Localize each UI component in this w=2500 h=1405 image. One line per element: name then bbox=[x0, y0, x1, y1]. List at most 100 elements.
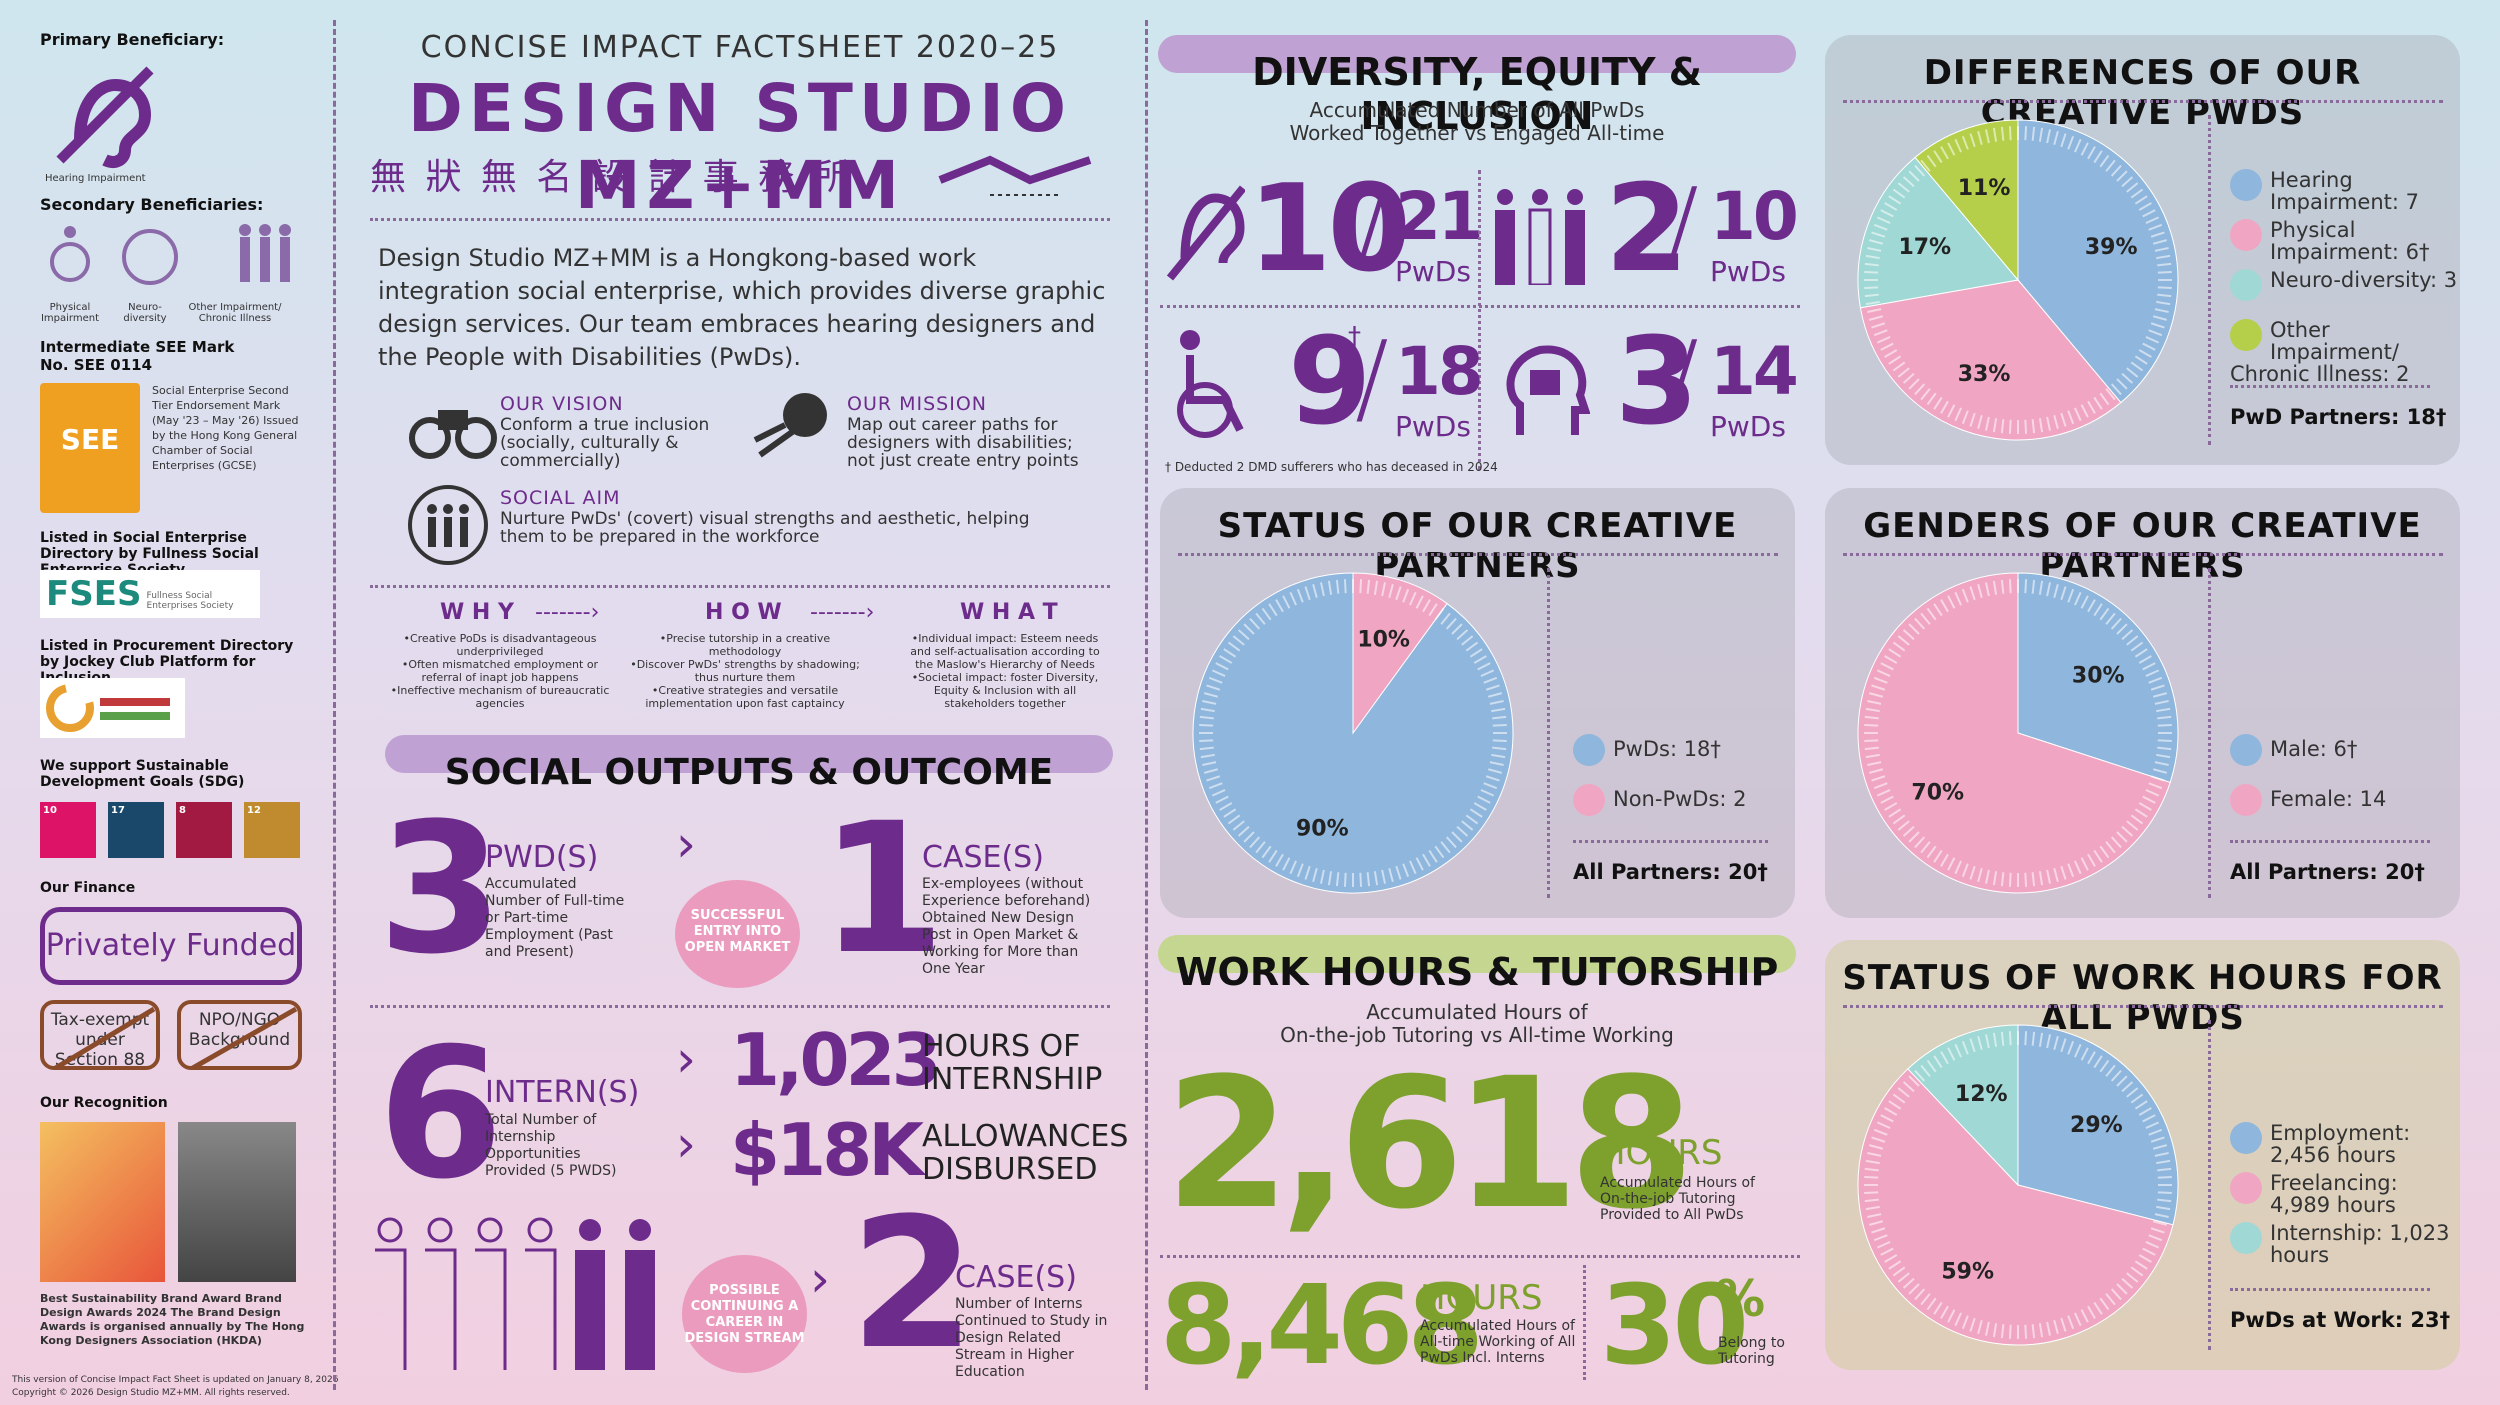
sdg-10-icon: 10 bbox=[40, 802, 96, 858]
hours-num: 1,023 bbox=[730, 1018, 942, 1102]
pie-chart-differences: 39% 33% 17% 11% bbox=[1857, 119, 2179, 441]
brain-head-icon bbox=[122, 229, 178, 285]
arrow-right-icon: › bbox=[676, 1030, 696, 1088]
pie-percent-label: 29% bbox=[2070, 1113, 2123, 1138]
pie-slice-internship bbox=[1907, 1024, 2019, 1187]
allow-num: $18K bbox=[730, 1108, 924, 1192]
bubble-continuing-career: POSSIBLE CONTINUING A CAREER IN DESIGN S… bbox=[682, 1255, 807, 1373]
work-title: WORK HOURS & TUTORSHIP bbox=[1175, 950, 1779, 994]
pie-percent-label: 17% bbox=[1898, 235, 1951, 260]
legend-label: Non-PwDs: 2 bbox=[1613, 787, 1747, 811]
pie-percent-label: 33% bbox=[1958, 362, 2011, 387]
panel-footer: PwD Partners: 18† bbox=[2230, 405, 2447, 429]
case2-desc: Number of Interns Continued to Study in … bbox=[955, 1296, 1108, 1380]
dei-slash: / bbox=[1355, 319, 1389, 436]
case1-num: 1 bbox=[820, 785, 945, 994]
panel-status-partners: STATUS OF OUR CREATIVE PARTNERS 90% 10% P… bbox=[1160, 488, 1795, 918]
work-pct-sign: % bbox=[1715, 1270, 1766, 1328]
panel-footer: PwDs at Work: 23† bbox=[2230, 1308, 2451, 1332]
panel-genders: GENDERS OF OUR CREATIVE PARTNERS 30% 70% … bbox=[1825, 488, 2460, 918]
dei-stat1-den: 21 bbox=[1395, 178, 1484, 255]
work-pct-desc: Belong to Tutoring bbox=[1718, 1335, 1785, 1367]
work-big-num: 2,618 bbox=[1165, 1040, 1694, 1249]
dei-sub2: Worked Together vs Engaged All-time bbox=[1289, 121, 1665, 145]
header-title: DESIGN STUDIO MZ+MM bbox=[408, 70, 1072, 224]
panel-work-hours: STATUS OF WORK HOURS FOR ALL PWDS 29% 59%… bbox=[1825, 940, 2460, 1370]
arrow-right-icon: › bbox=[676, 815, 696, 873]
legend-item: PwDs: 18† bbox=[1573, 734, 1721, 766]
panel-differences: DIFFERENCES OF OUR CREATIVE PWDS 39% 33% 1… bbox=[1825, 35, 2460, 465]
jockey-title: Listed in Procurement Directory by Jocke… bbox=[40, 638, 294, 686]
hearing-impairment-icon bbox=[40, 60, 160, 170]
legend-label: Freelancing: 4,989 hours bbox=[2270, 1171, 2398, 1217]
legend-item: Male: 6† bbox=[2230, 734, 2357, 766]
pwd-desc: Accumulated Number of Full-time or Part-… bbox=[485, 876, 625, 960]
hearing-impairment-icon bbox=[1165, 178, 1247, 288]
see-title: Intermediate SEE Mark No. SEE 0114 bbox=[40, 338, 235, 374]
header-subtitle: CONCISE IMPACT FACTSHEET 2020–25 bbox=[420, 30, 1060, 65]
primary-title: Primary Beneficiary: bbox=[40, 30, 225, 49]
see-logo: SEE bbox=[40, 383, 140, 513]
sdg-num: 12 bbox=[247, 805, 261, 816]
legend-item: Hearing Impairment: 7 bbox=[2230, 169, 2460, 213]
panel-title: DIFFERENCES OF OUR CREATIVE PWDS bbox=[1923, 53, 2362, 133]
pie-chart-status: 90% 10% bbox=[1192, 572, 1514, 894]
footnote-copyright: Copyright © 2026 Design Studio MZ+MM. Al… bbox=[12, 1388, 290, 1398]
work-total-unit: HOURS bbox=[1420, 1278, 1543, 1318]
brain-head-icon bbox=[1500, 340, 1591, 440]
legend-label: Neuro-diversity: 3 bbox=[2270, 268, 2458, 292]
pie-percent-label: 11% bbox=[1958, 176, 2011, 201]
secondary-label-3: Other Impairment/ Chronic Illness bbox=[188, 302, 282, 324]
dei-stat2-num: 2 bbox=[1605, 160, 1688, 299]
how-item: •Precise tutorship in a creative methodo… bbox=[659, 632, 831, 658]
finance-no-tax: Tax-exempt under Section 88 bbox=[40, 1000, 160, 1070]
outputs-title: SOCIAL OUTPUTS & OUTCOME bbox=[444, 752, 1054, 793]
intro-text: Design Studio MZ+MM is a Hongkong-based … bbox=[378, 244, 1106, 371]
pie-percent-label: 30% bbox=[2072, 664, 2125, 689]
pie-percent-label: 90% bbox=[1296, 816, 1349, 841]
see-desc: Social Enterprise Second Tier Endorsemen… bbox=[152, 384, 299, 472]
case1-desc: Ex-employees (without Experience beforeh… bbox=[922, 876, 1091, 977]
vision-text: Conform a true inclusion (socially, cult… bbox=[500, 415, 710, 471]
legend-label: Female: 14 bbox=[2270, 787, 2387, 811]
arrow-right-icon: › bbox=[810, 1250, 830, 1308]
jockey-logo bbox=[40, 678, 185, 738]
pie-percent-label: 12% bbox=[1955, 1082, 2008, 1107]
aim-title: SOCIAL AIM bbox=[500, 487, 621, 509]
intern-num: 6 bbox=[378, 1010, 503, 1219]
dei-slash: / bbox=[1665, 319, 1699, 436]
work-sub2: On-the-job Tutoring vs All-time Working bbox=[1280, 1023, 1674, 1047]
people-icon bbox=[239, 224, 291, 282]
pie-chart-work-hours: 29% 59% 12% bbox=[1857, 1024, 2179, 1346]
secondary-title: Secondary Beneficiaries: bbox=[40, 195, 264, 214]
vision-title: OUR VISION bbox=[500, 393, 624, 415]
pie-slice-female bbox=[1857, 572, 2171, 894]
pie-percent-label: 59% bbox=[1941, 1260, 1994, 1285]
case1-label: CASE(S) bbox=[922, 840, 1044, 875]
panel-footer: All Partners: 20† bbox=[1573, 860, 1768, 884]
fses-logo-box: FSES Fullness Social Enterprises Society bbox=[40, 570, 260, 618]
legend-label: Hearing Impairment: 7 bbox=[2270, 168, 2419, 214]
sdg-12-icon: 12 bbox=[244, 802, 300, 858]
what-item: •Societal impact: foster Diversity, Equi… bbox=[911, 671, 1099, 710]
dei-stat1-unit: PwDs bbox=[1395, 255, 1471, 288]
binoculars-icon bbox=[408, 400, 498, 460]
how-arrow: -------› bbox=[810, 600, 875, 625]
why-title: W H Y bbox=[440, 600, 514, 625]
legend-item: Freelancing: 4,989 hours bbox=[2230, 1172, 2460, 1216]
legend-item: Non-PwDs: 2 bbox=[1573, 784, 1747, 816]
legend-item: Neuro-diversity: 3 bbox=[2230, 269, 2460, 301]
work-big-unit: HOURS bbox=[1600, 1133, 1723, 1173]
dei-sub1: Accumulated Number of All PwDs bbox=[1309, 98, 1645, 122]
legend-item: Other Impairment/ Chronic Illness: 2 bbox=[2230, 319, 2460, 385]
work-pct-num: 30 bbox=[1600, 1261, 1749, 1389]
why-item: •Ineffective mechanism of bureaucratic a… bbox=[390, 684, 610, 710]
secondary-icons bbox=[40, 222, 300, 292]
mission-text: Map out career paths for designers with … bbox=[847, 415, 1079, 471]
how-list: •Precise tutorship in a creative methodo… bbox=[630, 632, 860, 710]
aim-text: Nurture PwDs' (covert) visual strengths … bbox=[500, 509, 1030, 547]
pie-chart-genders: 30% 70% bbox=[1857, 572, 2179, 894]
allow-label: ALLOWANCES DISBURSED bbox=[922, 1119, 1129, 1187]
how-title: H O W bbox=[705, 600, 782, 625]
work-big-desc: Accumulated Hours of On-the-job Tutoring… bbox=[1600, 1175, 1755, 1223]
